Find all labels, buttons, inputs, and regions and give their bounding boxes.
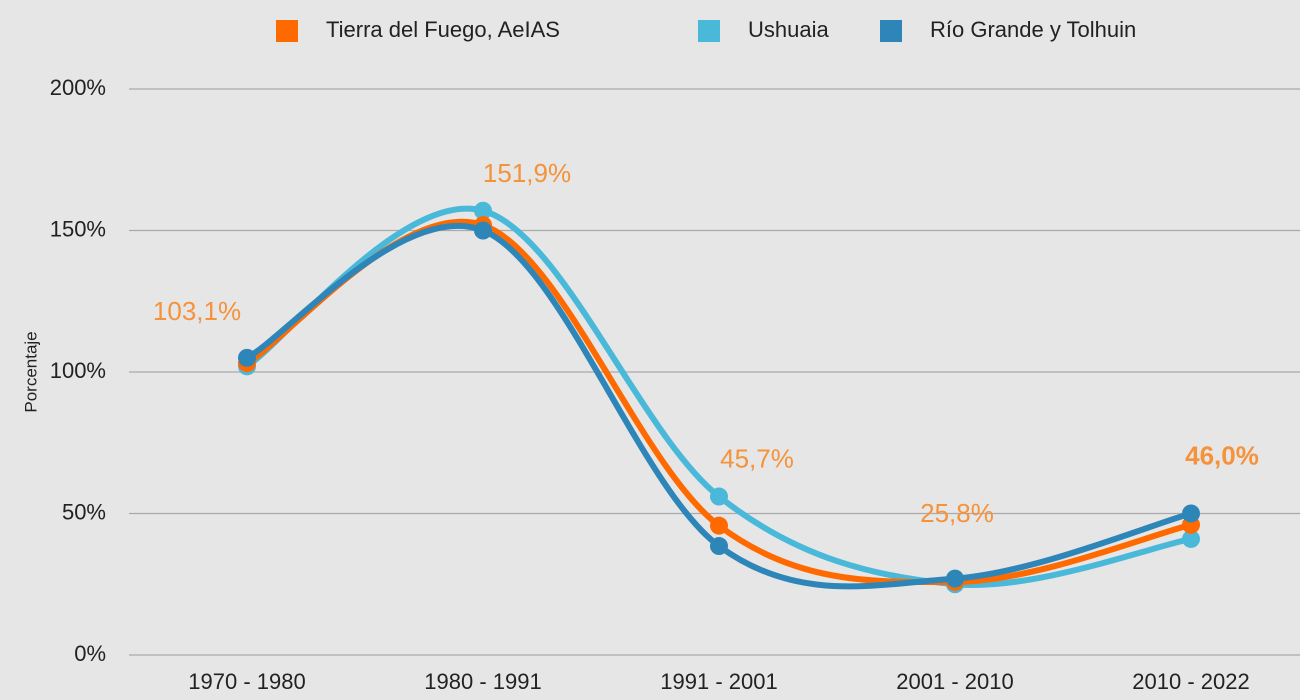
data-point — [710, 487, 728, 506]
x-tick-label: 1991 - 2001 — [660, 669, 777, 694]
legend-swatch — [698, 20, 720, 42]
data-label: 151,9% — [483, 158, 571, 188]
x-tick-label: 1980 - 1991 — [424, 669, 541, 694]
legend-label: Tierra del Fuego, AeIAS — [326, 17, 560, 42]
data-point — [710, 537, 728, 556]
x-tick-label: 1970 - 1980 — [188, 669, 305, 694]
data-label: 46,0% — [1185, 441, 1259, 471]
y-tick-label: 100% — [50, 358, 106, 383]
y-tick-label: 50% — [62, 499, 106, 524]
data-point — [474, 201, 492, 220]
y-tick-label: 0% — [74, 641, 106, 666]
data-label: 25,8% — [920, 498, 994, 528]
series-line — [245, 205, 1192, 588]
legend-swatch — [880, 20, 902, 42]
data-point — [238, 348, 256, 367]
y-tick-label: 150% — [50, 216, 106, 241]
legend-label: Río Grande y Tolhuin — [930, 17, 1136, 42]
data-point — [474, 221, 492, 240]
series-line — [245, 222, 1192, 590]
legend-swatch — [276, 20, 298, 42]
data-point — [1182, 529, 1200, 548]
y-tick-label: 200% — [50, 75, 106, 100]
data-label: 45,7% — [720, 444, 794, 474]
data-label: 103,1% — [153, 296, 241, 326]
y-axis-label: Porcentaje — [21, 331, 40, 412]
x-tick-label: 2010 - 2022 — [1132, 669, 1249, 694]
data-point — [1182, 504, 1200, 523]
legend-label: Ushuaia — [748, 17, 829, 42]
data-point — [946, 569, 964, 588]
x-tick-label: 2001 - 2010 — [896, 669, 1013, 694]
data-point — [710, 516, 728, 535]
